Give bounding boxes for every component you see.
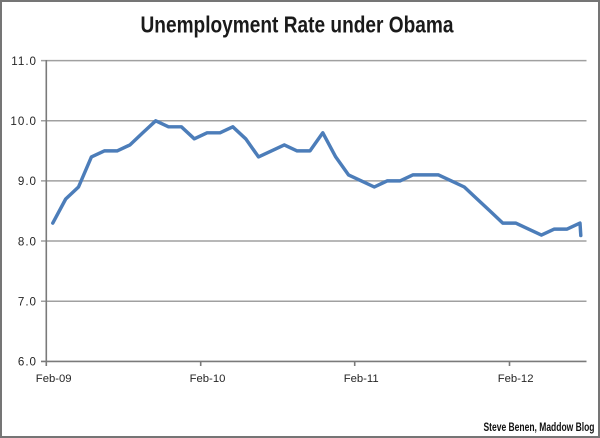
svg-text:Feb-10: Feb-10 [190, 373, 226, 385]
svg-text:11.0: 11.0 [11, 55, 37, 68]
svg-text:Unemployment Rate under Obama: Unemployment Rate under Obama [141, 11, 454, 37]
svg-text:Feb-12: Feb-12 [498, 373, 534, 385]
svg-text:10.0: 10.0 [10, 115, 37, 128]
svg-text:Steve Benen, Maddow Blog: Steve Benen, Maddow Blog [484, 420, 595, 434]
svg-text:9.0: 9.0 [18, 175, 37, 188]
svg-text:6.0: 6.0 [18, 356, 37, 369]
svg-text:Feb-09: Feb-09 [36, 373, 72, 385]
svg-text:Feb-11: Feb-11 [344, 373, 379, 385]
svg-text:7.0: 7.0 [18, 295, 37, 308]
svg-text:8.0: 8.0 [18, 235, 37, 248]
